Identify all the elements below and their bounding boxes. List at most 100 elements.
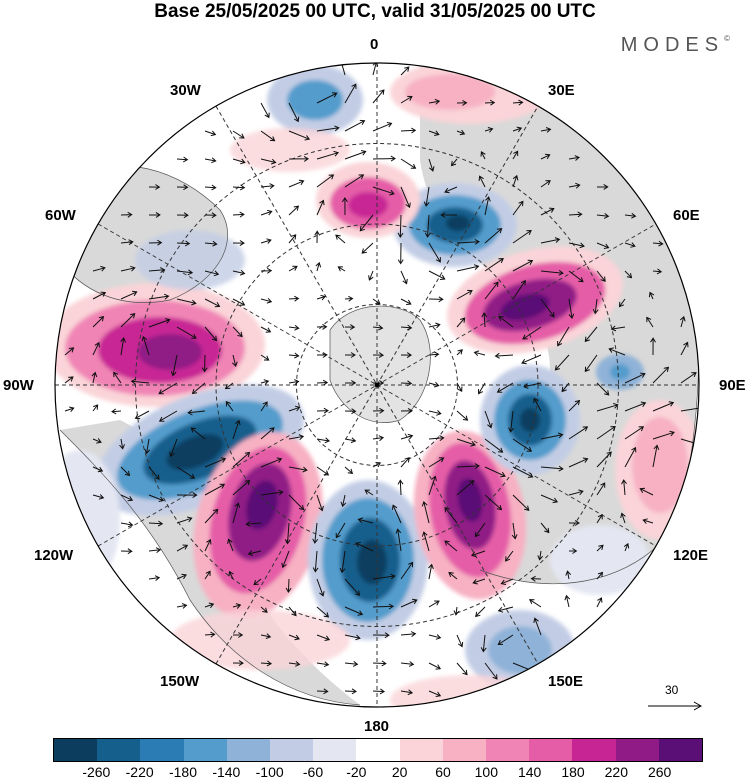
wind-arrow: [204, 130, 217, 137]
wind-arrow: [596, 403, 619, 412]
wind-arrow: [530, 575, 542, 582]
wind-arrow: [344, 150, 367, 160]
wind-arrow: [187, 409, 206, 416]
lon-label-60e: 60E: [673, 207, 700, 224]
lon-label-30e: 30E: [548, 82, 575, 99]
wind-arrow: [472, 578, 486, 585]
wind-arrow: [540, 522, 550, 534]
wind-arrow: [397, 214, 404, 238]
wind-arrow: [232, 158, 246, 165]
wind-arrow: [511, 522, 518, 540]
wind-arrow: [338, 63, 346, 76]
wind-arrow: [316, 294, 327, 301]
wind-arrow: [596, 482, 606, 496]
colorbar-tick-label: -220: [125, 764, 154, 780]
wind-arrow: [652, 366, 670, 384]
wind-arrow: [232, 419, 241, 440]
wind-arrow: [608, 347, 626, 356]
wind-arrow: [253, 578, 262, 586]
wind-arrow: [484, 438, 504, 453]
wind-arrow: [680, 405, 699, 412]
wind-arrow: [260, 660, 273, 667]
wind-arrow: [498, 315, 514, 328]
wind-arrow: [361, 242, 374, 254]
wind-arrow: [596, 597, 603, 608]
wind-arrow: [533, 397, 542, 412]
wind-arrow: [496, 382, 514, 393]
wind-arrow: [64, 376, 74, 384]
wind-arrow: [260, 267, 273, 274]
wind-arrow: [484, 127, 494, 133]
wind-arrow: [204, 631, 216, 638]
wind-arrow: [368, 270, 374, 281]
wind-arrow: [650, 337, 656, 356]
wind-arrow: [288, 155, 310, 162]
wind-arrow: [148, 318, 171, 328]
wind-arrow: [344, 661, 359, 667]
wind-arrow: [316, 466, 330, 476]
wind-arrow: [484, 466, 506, 478]
wind-arrow: [400, 95, 413, 104]
wind-arrow: [224, 382, 234, 390]
wind-arrow: [540, 127, 552, 133]
colorbar-segment: [97, 739, 141, 761]
wind-arrow: [120, 548, 133, 555]
wind-arrow: [473, 350, 486, 357]
wind-arrow: [148, 293, 170, 300]
colorbar-tick-label: -140: [212, 764, 241, 780]
wind-arrow: [148, 494, 165, 502]
wind-arrow: [316, 323, 328, 330]
anomaly-high-top-right: [390, 63, 550, 124]
wind-arrow: [428, 457, 445, 468]
wind-arrow: [345, 352, 356, 358]
wind-arrow: [478, 382, 486, 395]
wind-arrow: [92, 466, 104, 473]
wind-arrow: [227, 538, 234, 552]
wind-arrow: [344, 83, 357, 104]
wind-arrow: [400, 380, 413, 387]
wind-arrow: [456, 410, 469, 421]
wind-arrow: [421, 500, 430, 524]
wind-arrow: [450, 158, 458, 167]
wind-arrow: [679, 315, 686, 328]
wind-arrow: [400, 661, 415, 667]
wind-arrow: [288, 234, 297, 244]
brand-name: MODES: [620, 34, 725, 56]
wind-arrow: [428, 662, 442, 670]
wind-arrow: [596, 270, 606, 282]
wind-arrow: [176, 269, 194, 276]
colorbar-segment: [270, 739, 314, 761]
wind-arrow: [372, 462, 382, 468]
wind-arrow: [428, 475, 437, 496]
wind-arrow: [288, 130, 311, 141]
wind-arrow: [596, 242, 610, 249]
wind-arrow: [456, 264, 480, 272]
wind-arrow: [344, 578, 361, 596]
lon-label-150e: 150E: [548, 673, 584, 690]
wind-arrow: [335, 234, 346, 244]
wind-arrow: [344, 408, 357, 415]
wind-arrow: [191, 382, 206, 395]
wind-arrow: [564, 594, 571, 608]
wind-arrow: [400, 298, 412, 305]
wind-arrow: [624, 372, 646, 384]
wind-arrow: [64, 406, 75, 413]
wind-arrow: [428, 98, 441, 105]
wind-arrow: [372, 407, 385, 414]
wind-arrow: [456, 662, 468, 676]
wind-arrow: [512, 174, 519, 188]
wind-arrow: [453, 606, 460, 616]
wind-arrow: [508, 410, 514, 433]
wind-arrow: [316, 125, 340, 132]
wind-arrow: [288, 634, 300, 641]
colorbar: [53, 738, 703, 762]
wind-arrow: [512, 259, 534, 272]
wind-arrow: [540, 153, 551, 160]
wind-arrow: [176, 156, 189, 163]
wind-arrow: [456, 129, 466, 136]
lon-label-0: 0: [370, 36, 379, 53]
wind-arrow: [260, 633, 272, 639]
wind-arrow: [372, 660, 387, 667]
wind-arrow: [92, 291, 107, 300]
